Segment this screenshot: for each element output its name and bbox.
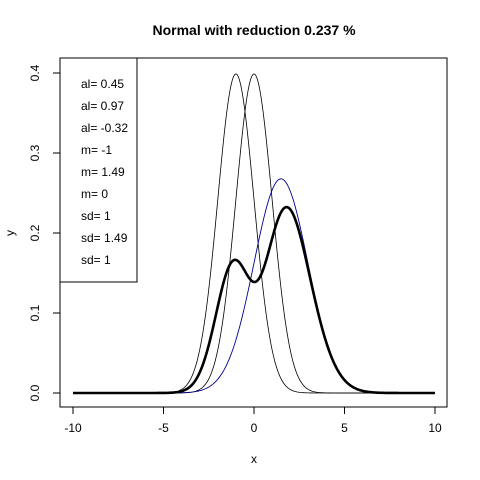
x-tick-label: -10	[64, 421, 82, 435]
legend-entry: m= 1.49	[81, 165, 125, 179]
chart-title: Normal with reduction 0.237 %	[152, 22, 356, 38]
mixture-density-line	[72, 205, 436, 395]
legend-entry: al= 0.97	[81, 99, 124, 113]
legend-entry: m= 0	[81, 187, 108, 201]
y-tick-label: 0.1	[28, 304, 42, 321]
y-tick-label: 0.3	[28, 144, 42, 161]
legend-entry: sd= 1	[81, 209, 111, 223]
y-tick-label: 0.4	[28, 64, 42, 81]
x-tick-label: -5	[158, 421, 169, 435]
legend-entry: sd= 1.49	[81, 231, 128, 245]
legend-box	[59, 57, 138, 283]
x-axis-label: x	[251, 452, 257, 466]
y-axis: 0.0 0.1 0.2 0.3 0.4	[28, 64, 61, 401]
legend: al= 0.45 al= 0.97 al= -0.32 m= -1 m= 1.4…	[59, 57, 138, 283]
y-axis-label: y	[3, 230, 17, 236]
y-tick-label: 0.2	[28, 224, 42, 241]
legend-entry: sd= 1	[81, 253, 111, 267]
x-axis: -10 -5 0 5 10	[64, 406, 442, 435]
curves	[72, 73, 436, 395]
legend-entry: al= -0.32	[81, 121, 128, 135]
x-tick-label: 5	[341, 421, 348, 435]
legend-entry: m= -1	[81, 143, 112, 157]
y-tick-label: 0.0	[28, 384, 42, 401]
x-tick-label: 10	[428, 421, 442, 435]
x-tick-label: 0	[251, 421, 258, 435]
legend-entry: al= 0.45	[81, 77, 124, 91]
